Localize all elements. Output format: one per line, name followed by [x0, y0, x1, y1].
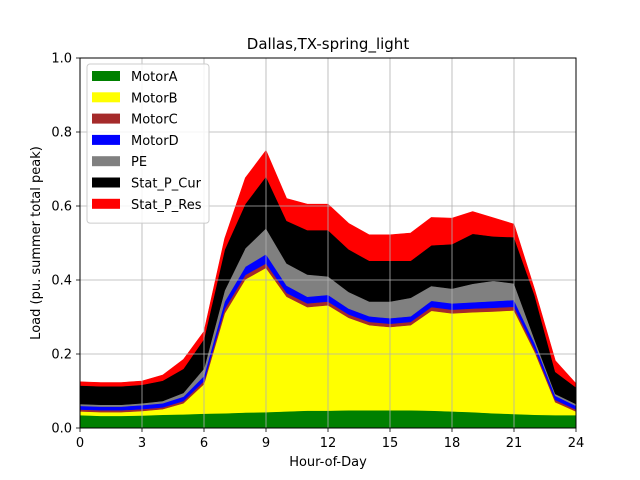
legend-swatch [92, 113, 120, 124]
legend-label: Stat_P_Cur [131, 177, 202, 192]
x-tick-label: 3 [138, 436, 146, 451]
y-tick-label: 1.0 [51, 52, 72, 67]
x-tick-label: 15 [382, 436, 399, 451]
legend-label: MotorB [131, 91, 177, 106]
chart-title: Dallas,TX-spring_light [247, 35, 410, 54]
legend-swatch [92, 198, 120, 209]
x-tick-label: 0 [76, 436, 84, 451]
y-tick-label: 0.2 [51, 348, 72, 363]
legend-swatch [92, 134, 120, 145]
x-axis-label: Hour-of-Day [289, 455, 367, 470]
legend: MotorA MotorB MotorC MotorD PE Stat_P_Cur Stat… [86, 63, 210, 224]
y-tick-label: 0.4 [51, 274, 72, 289]
y-axis-label: Load (pu. summer total peak) [29, 146, 44, 340]
x-tick-label: 12 [320, 436, 337, 451]
x-tick-label: 24 [568, 436, 585, 451]
legend-label: MotorD [131, 134, 179, 149]
y-tick-label: 0.8 [51, 126, 72, 141]
legend-swatch [92, 71, 120, 81]
legend-label: PE [131, 155, 147, 170]
y-axis-ticks: 0.0 0.2 0.4 0.6 0.8 1.0 [51, 52, 80, 437]
legend-swatch [92, 92, 120, 103]
legend-label: MotorA [131, 70, 178, 85]
legend-swatch [92, 156, 120, 167]
legend-label: MotorC [131, 113, 178, 128]
x-axis-ticks: 0 3 6 9 12 15 18 21 24 [76, 428, 584, 451]
x-tick-label: 21 [506, 436, 523, 451]
x-tick-label: 6 [200, 436, 208, 451]
y-tick-label: 0.6 [51, 200, 72, 215]
legend-swatch [92, 177, 120, 188]
y-tick-label: 0.0 [51, 422, 72, 437]
x-tick-label: 9 [262, 436, 270, 451]
x-tick-label: 18 [444, 436, 461, 451]
legend-label: Stat_P_Res [131, 198, 202, 213]
